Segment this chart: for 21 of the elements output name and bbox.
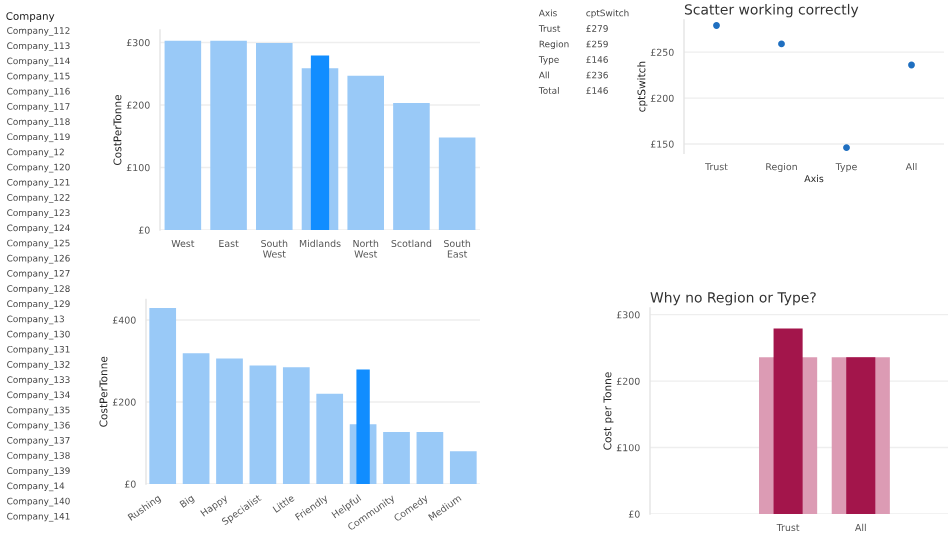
point — [843, 144, 850, 152]
bar — [438, 137, 476, 230]
bar — [249, 365, 277, 484]
point — [778, 40, 785, 48]
bar — [449, 451, 477, 484]
point — [713, 22, 720, 29]
bar — [416, 431, 444, 484]
bar — [310, 55, 330, 230]
bar — [149, 308, 177, 484]
bar — [282, 367, 310, 484]
bar — [210, 40, 247, 230]
bar — [164, 40, 202, 230]
bar — [256, 43, 293, 230]
bar — [182, 353, 210, 484]
bar — [216, 358, 243, 484]
bar — [393, 103, 430, 230]
bar — [356, 369, 370, 484]
bar — [347, 75, 384, 230]
point — [908, 61, 915, 69]
bar — [316, 393, 344, 484]
bar — [383, 431, 410, 484]
